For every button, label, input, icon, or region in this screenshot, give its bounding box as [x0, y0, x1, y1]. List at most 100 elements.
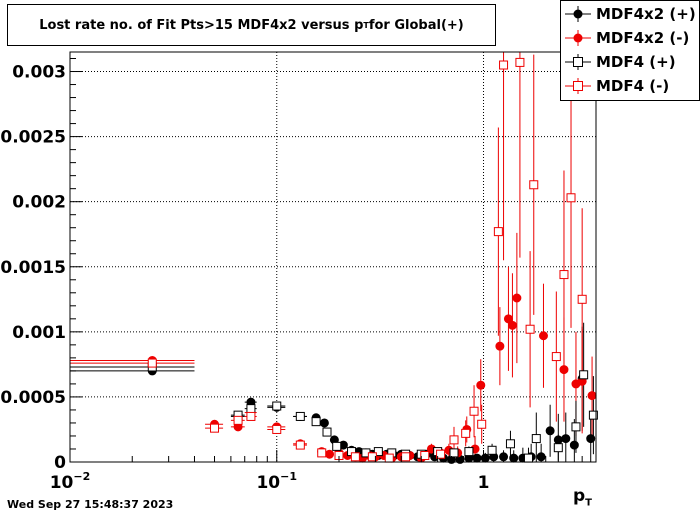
data-point: [553, 435, 563, 445]
title-text: Lost rate no. of Fit Pts>15 MDF4x2 versu…: [39, 17, 364, 33]
markers: [147, 57, 598, 464]
data-point: [420, 450, 430, 460]
plot-frame: [69, 51, 597, 463]
data-point: [512, 293, 522, 303]
data-point: [319, 418, 329, 428]
data-point: [505, 439, 515, 449]
data-point: [545, 426, 555, 436]
data-point: [147, 358, 157, 368]
y-tick-label: 0: [54, 453, 66, 473]
data-point: [561, 434, 571, 444]
data-point: [515, 57, 525, 67]
x-tick-exp: −2: [73, 470, 90, 483]
x-tick-base: 10: [50, 473, 74, 493]
title-suffix: for Global(+): [368, 17, 464, 33]
title-subscript: T: [363, 20, 369, 30]
x-axis-title-main: p: [573, 486, 586, 506]
legend-marker: [573, 81, 583, 91]
data-point: [464, 447, 474, 457]
legend-item: MDF4x2 (-): [561, 27, 699, 49]
legend-symbol: [565, 6, 591, 22]
data-point: [579, 370, 589, 380]
chart-title: Lost rate no. of Fit Pts>15 MDF4x2 versu…: [7, 4, 496, 46]
data-point: [436, 449, 446, 459]
data-point: [449, 448, 459, 458]
data-point: [509, 453, 519, 463]
y-tick-label: 0.0015: [0, 258, 66, 278]
data-point: [469, 406, 479, 416]
y-tick-label: 0.002: [12, 193, 66, 213]
legend-label: MDF4x2 (+): [596, 5, 696, 23]
data-point: [523, 453, 533, 463]
data-point: [311, 417, 321, 427]
legend-item: MDF4x2 (+): [561, 3, 699, 25]
timestamp: Wed Sep 27 15:48:37 2023: [7, 498, 174, 511]
legend-marker: [573, 57, 583, 67]
data-point: [461, 428, 471, 438]
data-point: [272, 424, 282, 434]
legend-symbol: [565, 30, 591, 46]
data-point: [493, 227, 503, 237]
data-point: [587, 391, 597, 401]
data-point: [210, 423, 220, 433]
x-tick-label: 10−1: [256, 470, 297, 493]
data-point: [373, 447, 383, 457]
data-point: [487, 445, 497, 455]
data-point: [566, 193, 576, 203]
data-point: [495, 341, 505, 351]
data-point: [536, 452, 546, 462]
data-point: [367, 452, 377, 462]
legend-item: MDF4 (-): [561, 75, 699, 97]
data-point: [559, 270, 569, 280]
data-point: [499, 452, 509, 462]
data-point: [586, 434, 596, 444]
data-point: [246, 411, 256, 421]
y-tick-label: 0.003: [12, 63, 66, 83]
data-point: [401, 452, 411, 462]
legend-item: MDF4 (+): [561, 51, 699, 73]
legend-label: MDF4x2 (-): [596, 29, 690, 47]
data-point: [569, 440, 579, 450]
data-point: [525, 324, 535, 334]
data-point: [538, 331, 548, 341]
x-tick-label: 1: [478, 473, 490, 493]
data-point: [272, 401, 282, 411]
data-point: [350, 452, 360, 462]
legend-label: MDF4 (+): [596, 53, 676, 71]
legend-marker: [573, 33, 583, 43]
data-point: [322, 427, 332, 437]
data-point: [503, 314, 513, 324]
legend-symbol: [565, 78, 591, 94]
data-point: [531, 434, 541, 444]
data-point: [551, 352, 561, 362]
data-point: [499, 60, 509, 70]
data-point: [507, 320, 517, 330]
x-axis-title: pT: [573, 486, 592, 508]
y-tick-label: 0.0005: [0, 388, 66, 408]
data-point: [588, 410, 598, 420]
legend-marker: [573, 9, 583, 19]
data-point: [233, 415, 243, 425]
x-tick-base: 1: [478, 473, 490, 493]
y-tick-label: 0.001: [12, 323, 66, 343]
data-point: [384, 453, 394, 463]
x-tick-exp: −1: [280, 470, 297, 483]
data-point: [246, 404, 256, 414]
x-tick-label: 10−2: [50, 470, 91, 493]
data-point: [577, 294, 587, 304]
data-point: [480, 453, 490, 463]
data-point: [571, 422, 581, 432]
data-point: [476, 380, 486, 390]
data-point: [529, 180, 539, 190]
data-point: [325, 449, 335, 459]
error-bars: [70, 52, 595, 462]
legend: MDF4x2 (+) MDF4x2 (-) MDF4 (+) MDF4 (-): [560, 0, 700, 101]
x-axis-title-sub: T: [585, 497, 592, 509]
data-point: [317, 448, 327, 458]
data-point: [553, 443, 563, 453]
data-point: [332, 441, 342, 451]
data-point: [559, 365, 569, 375]
legend-symbol: [565, 54, 591, 70]
